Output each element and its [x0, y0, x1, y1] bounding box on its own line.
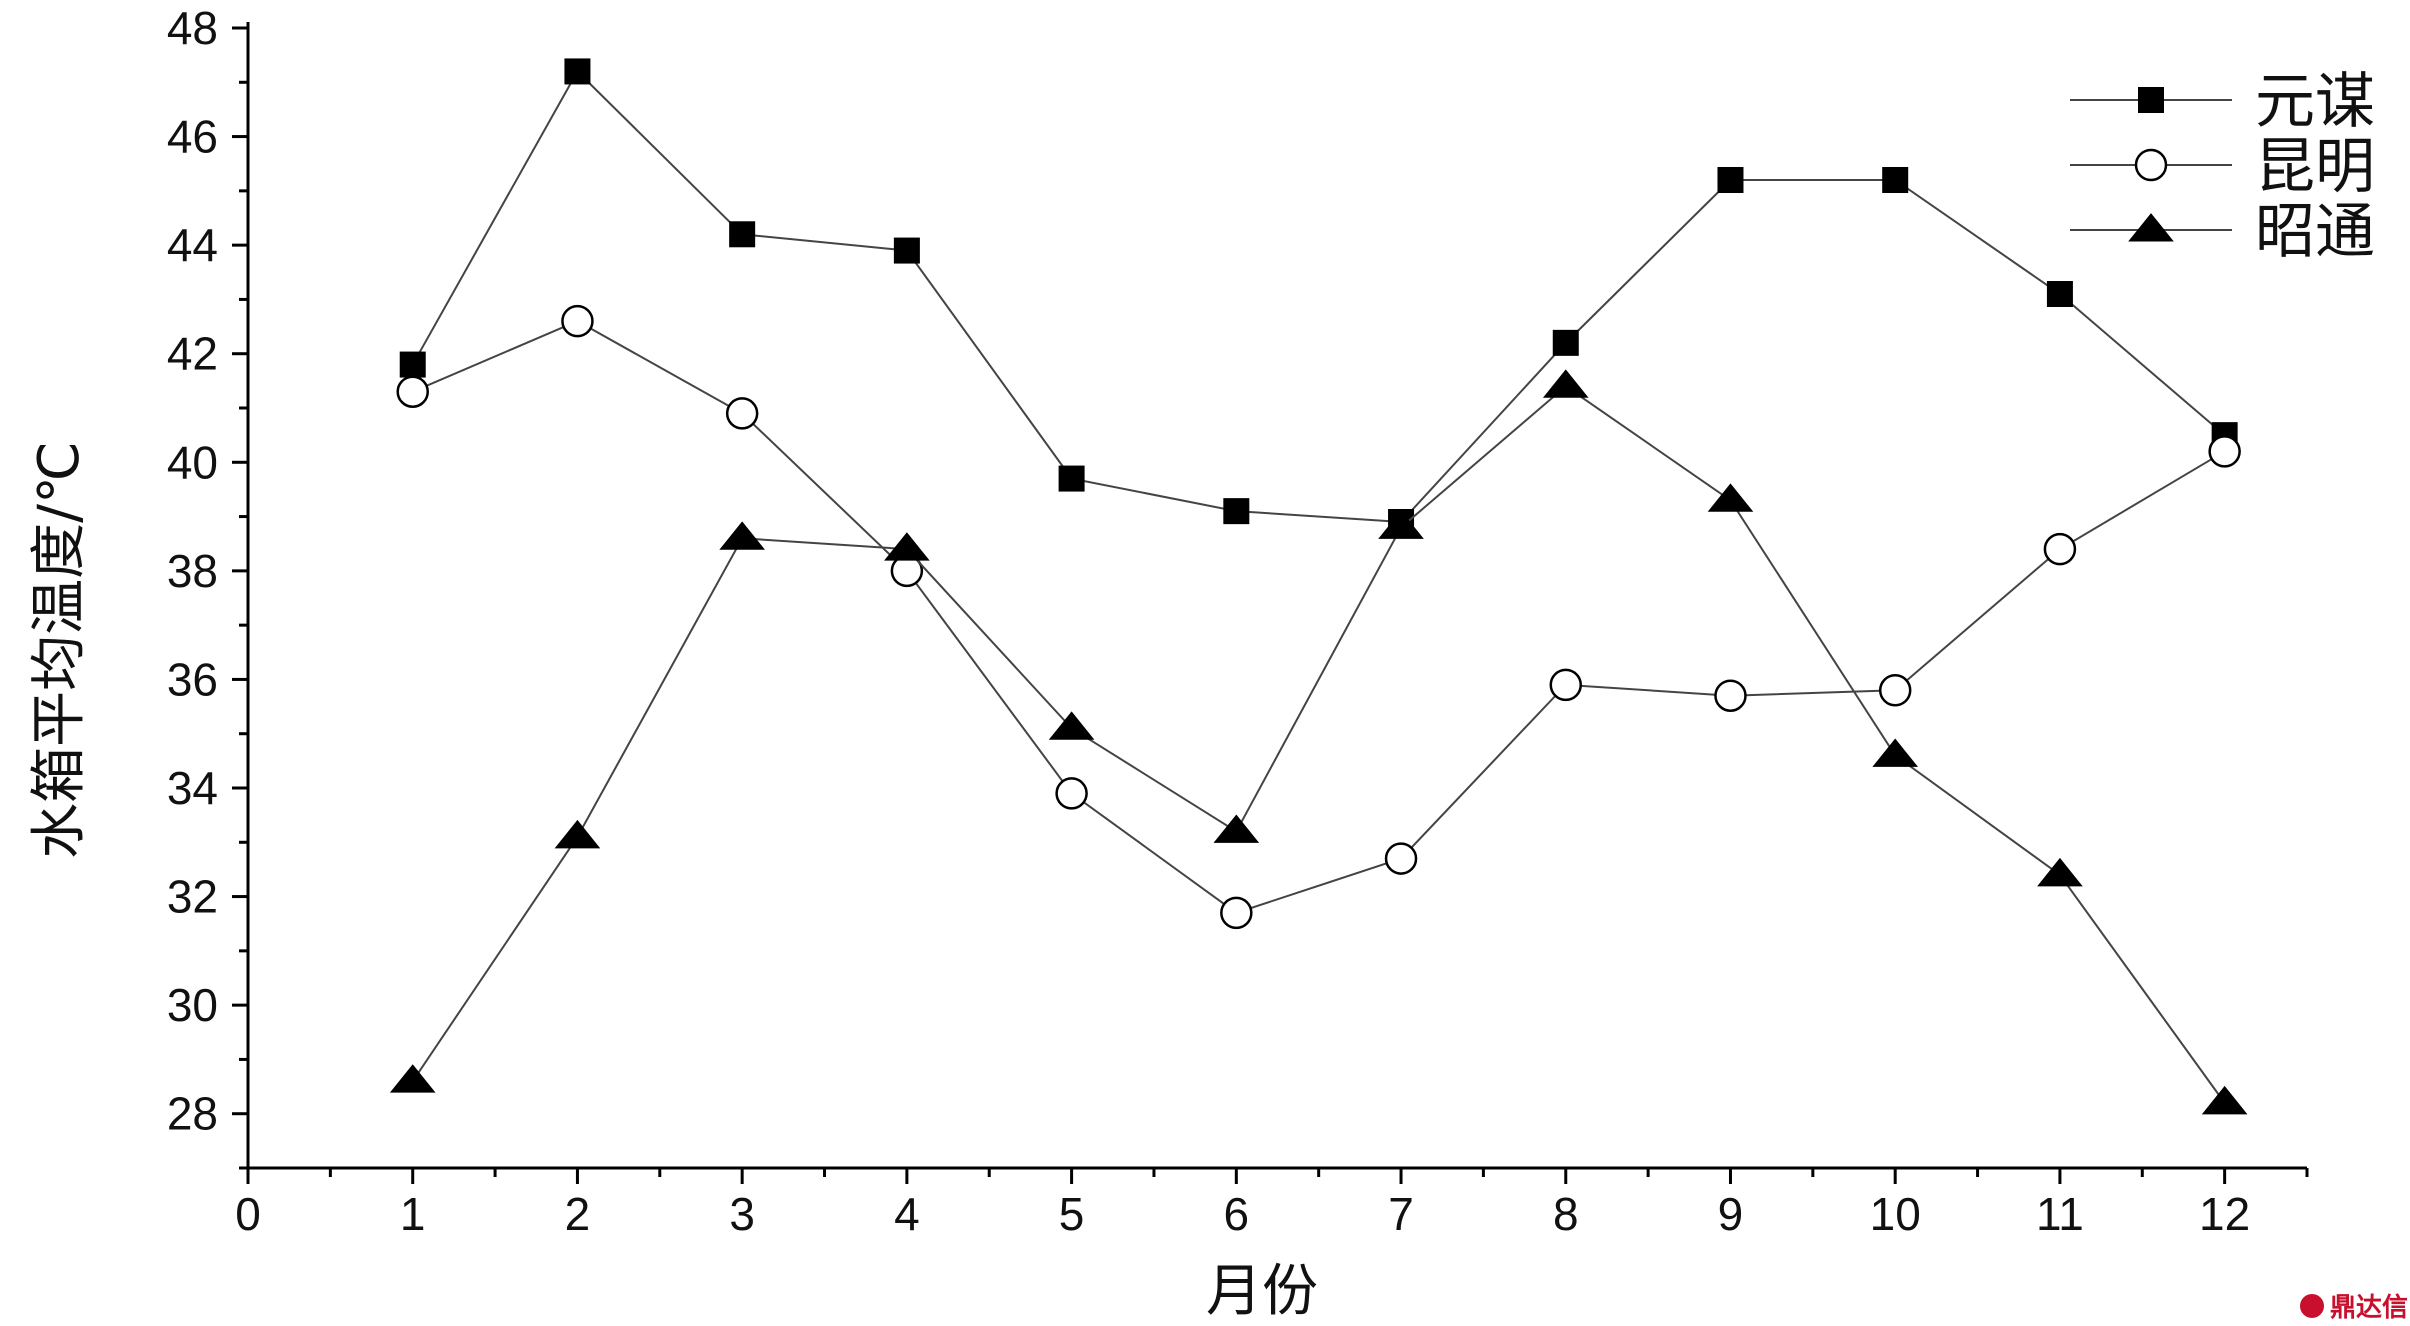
series-line: [412, 320, 2226, 914]
data-point-triangle: [389, 1064, 436, 1093]
x-tick-label: 10: [1870, 1188, 1921, 1240]
y-tick-label: 48: [167, 2, 218, 54]
x-tick-label: 5: [1059, 1188, 1085, 1240]
data-point-triangle: [1213, 814, 1260, 843]
legend-label: 昭通: [2255, 197, 2375, 267]
y-tick-label: 28: [167, 1088, 218, 1140]
data-point-circle: [2134, 148, 2168, 182]
data-point-triangle: [1872, 738, 1919, 767]
legend-item: 昭通: [2070, 197, 2375, 267]
x-tick-label: 9: [1718, 1188, 1744, 1240]
data-point-square: [2138, 87, 2164, 113]
legend-label: 昆明: [2255, 132, 2375, 202]
data-point-triangle: [1542, 369, 1589, 398]
data-point-triangle: [1378, 510, 1424, 539]
series-line: [411, 385, 2226, 1104]
data-point-circle: [725, 397, 759, 430]
x-axis-ticks: 0 1 2 3 4 5 6 7 8 9 10 11 12: [235, 1168, 2309, 1240]
x-tick-label: 6: [1224, 1188, 1250, 1240]
x-tick-label: 12: [2199, 1188, 2250, 1240]
data-point-triangle: [2128, 213, 2174, 242]
legend-item: 昆明: [2070, 132, 2375, 202]
data-point-square: [1552, 329, 1579, 356]
data-point-circle: [1714, 679, 1747, 712]
y-tick-label: 38: [167, 545, 218, 597]
x-tick-label: 3: [729, 1188, 755, 1240]
y-tick-label: 42: [167, 328, 218, 380]
series-layer: [389, 58, 2248, 1115]
y-tick-label: 46: [167, 111, 218, 163]
y-tick-label: 34: [167, 762, 218, 814]
x-tick-label: 8: [1553, 1188, 1579, 1240]
x-tick-label: 11: [2036, 1188, 2084, 1240]
series-2: [396, 304, 2241, 930]
data-point-triangle: [719, 521, 765, 550]
series-3: [389, 369, 2248, 1115]
legend-label: 元谋: [2255, 67, 2375, 137]
watermark-logo-icon: [2300, 1294, 2324, 1318]
x-tick-label: 7: [1388, 1188, 1414, 1240]
data-point-square: [1717, 167, 1744, 193]
data-point-circle: [1055, 777, 1088, 810]
x-tick-label: 2: [565, 1188, 591, 1240]
data-point-circle: [1878, 674, 1912, 707]
y-tick-label: 30: [167, 979, 218, 1031]
data-point-circle: [1549, 668, 1583, 702]
chart-axes: [246, 22, 2307, 1170]
data-point-triangle: [1048, 711, 1095, 740]
data-point-square: [2046, 281, 2073, 307]
data-point-square: [1882, 167, 1909, 193]
series-1: [399, 58, 2238, 535]
data-point-circle: [561, 304, 594, 338]
x-axis-title: 月份: [1206, 1259, 1318, 1324]
data-point-square: [729, 221, 756, 248]
data-point-triangle: [884, 532, 930, 561]
data-point-circle: [1220, 896, 1253, 930]
data-point-circle: [396, 375, 429, 408]
data-point-square: [564, 58, 591, 85]
data-point-square: [399, 351, 426, 378]
y-tick-label: 44: [167, 219, 218, 271]
legend-item: 元谋: [2070, 67, 2375, 137]
y-axis-title: 水箱平均温度/℃: [27, 441, 92, 859]
series-line: [411, 69, 2226, 524]
x-tick-label: 4: [894, 1188, 920, 1240]
x-tick-label: 1: [400, 1188, 426, 1240]
data-point-circle: [1384, 842, 1418, 875]
data-point-triangle: [554, 819, 601, 849]
y-tick-label: 32: [167, 871, 218, 923]
data-point-square: [1058, 465, 1085, 492]
data-point-triangle: [2201, 1085, 2248, 1115]
y-axis-ticks: 28 30 32 34 36 38 40 42 44 46 48: [167, 2, 248, 1170]
watermark-text: 鼎达信: [2330, 1293, 2408, 1323]
y-tick-label: 40: [167, 436, 218, 488]
data-point-square: [893, 237, 920, 264]
watermark: 鼎达信: [2300, 1293, 2408, 1323]
data-point-triangle: [2037, 857, 2083, 887]
data-point-circle: [2043, 532, 2077, 566]
data-point-circle: [2208, 435, 2241, 468]
x-tick-label: 0: [235, 1188, 261, 1240]
y-tick-label: 36: [167, 653, 218, 705]
data-point-square: [1223, 498, 1250, 525]
data-point-triangle: [1707, 483, 1754, 512]
